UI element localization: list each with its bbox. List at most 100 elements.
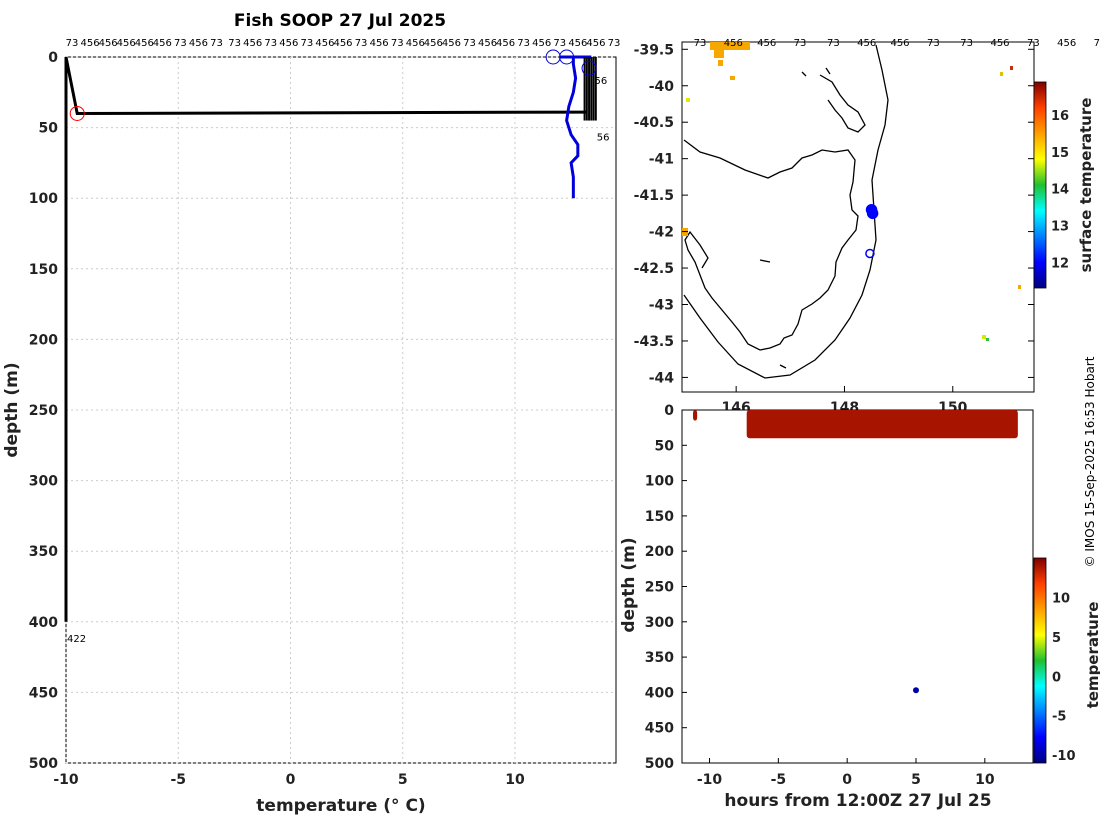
map-top-label: 456 — [757, 38, 776, 49]
profile-x-tick: -5 — [170, 772, 186, 788]
map-colorbar-tick: 12 — [1051, 256, 1069, 271]
profile-top-label: 456 — [496, 38, 515, 49]
section-y-tick: 300 — [645, 615, 674, 631]
map-y-tick: -39.5 — [634, 42, 674, 58]
profile-top-label: 73 — [355, 38, 368, 49]
map-top-label: 456 — [990, 38, 1009, 49]
map-top-label: 73 — [694, 38, 707, 49]
section-frame — [681, 409, 1034, 764]
profile-top-label: 456 — [424, 38, 443, 49]
profile-top-label: 456 — [189, 38, 208, 49]
section-y-tick: 0 — [664, 403, 674, 419]
map-top-label: 456 — [724, 38, 743, 49]
coastline-shelf — [683, 44, 889, 379]
profile-marker — [69, 105, 85, 121]
section-colorbar-tick: 10 — [1052, 591, 1070, 606]
profile-series-line — [64, 56, 587, 115]
map-y-tick: -43.5 — [634, 334, 674, 350]
map-y-tick: -40.5 — [634, 115, 674, 131]
profile-y-tick: 300 — [29, 474, 58, 490]
profile-top-label: 456 — [315, 38, 334, 49]
map-top-label: 73 — [827, 38, 840, 49]
map-top-labels: 73 456 456 73 73 456 456 73 73 456 73 456 73 — [694, 38, 1100, 49]
map-y-ticks: -39.5 -40 -40.5 -41 -41.5 -42 -42.5 -43 -43.5 -44 — [634, 42, 1034, 386]
section-x-ticks: -10 -5 0 5 10 — [697, 758, 995, 788]
profile-top-label: 456 — [153, 38, 172, 49]
profile-top-label: 73 — [264, 38, 277, 49]
profile-top-label: 456 — [81, 38, 100, 49]
map-y-tick: -42.5 — [634, 261, 674, 277]
profile-annotation: 422 — [67, 634, 86, 645]
section-x-tick: -10 — [697, 772, 723, 788]
map-colorbar — [1033, 81, 1047, 289]
map-colorbar-tick: 14 — [1051, 183, 1069, 198]
profile-y-tick: 100 — [29, 191, 58, 207]
profile-top-label: 73 — [300, 38, 313, 49]
profile-marker — [545, 49, 561, 65]
coastline-islands — [759, 67, 831, 369]
profile-x-tick: 10 — [505, 772, 525, 788]
section-data — [693, 410, 1018, 694]
profile-annotations: 422 56 56 — [67, 76, 610, 645]
section-y-ticks: 0 50 100 150 200 250 300 350 400 450 500 — [645, 403, 687, 772]
profile-series-line — [565, 57, 580, 199]
profile-y-tick: 50 — [39, 121, 59, 137]
section-ylabel: depth (m) — [619, 537, 639, 632]
profile-annotation: 56 — [597, 133, 610, 144]
section-y-tick: 200 — [645, 544, 674, 560]
map-y-tick: -41.5 — [634, 188, 674, 204]
map-colorbar-ticks: 12 13 14 15 16 — [1051, 109, 1069, 271]
profile-y-tick: 500 — [29, 756, 58, 772]
profile-top-label: 456 — [568, 38, 587, 49]
map-colorbar-label: surface temperature — [1077, 98, 1095, 273]
profile-y-tick: 450 — [29, 685, 58, 701]
map-top-label: 456 — [1057, 38, 1076, 49]
profile-top-label: 73 — [174, 38, 187, 49]
profile-top-label: 73 — [210, 38, 223, 49]
profile-y-tick: 200 — [29, 332, 58, 348]
chart-title: Fish SOOP 27 Jul 2025 — [234, 11, 446, 31]
profile-y-tick: 250 — [29, 403, 58, 419]
map-colorbar-tick: 16 — [1051, 109, 1069, 124]
profile-y-tick: 150 — [29, 262, 58, 278]
coastline-east — [819, 74, 866, 133]
map-y-tick: -41 — [649, 152, 674, 168]
profile-top-label: 73 — [463, 38, 476, 49]
profile-top-label: 73 — [553, 38, 566, 49]
profile-data — [64, 49, 597, 622]
profile-top-label: 456 — [442, 38, 461, 49]
profile-x-tick: 5 — [398, 772, 408, 788]
map-top-label: 73 — [1094, 38, 1100, 49]
profile-top-label: 73 — [608, 38, 621, 49]
profile-top-label: 456 — [135, 38, 154, 49]
profile-y-tick: 400 — [29, 615, 58, 631]
section-y-tick: 150 — [645, 509, 674, 525]
profile-xlabel: temperature (° C) — [256, 796, 425, 816]
profile-x-ticks: -10 -5 0 5 10 — [53, 772, 525, 788]
map-top-label: 73 — [794, 38, 807, 49]
section-xlabel: hours from 12:00Z 27 Jul 25 — [724, 791, 991, 811]
profile-top-label: 456 — [279, 38, 298, 49]
section-block — [693, 410, 698, 421]
map-track — [865, 203, 879, 259]
profile-top-label: 73 — [228, 38, 241, 49]
section-point — [913, 687, 919, 694]
section-y-tick: 350 — [645, 650, 674, 666]
profile-grid — [65, 56, 616, 764]
map-top-label: 456 — [857, 38, 876, 49]
profile-x-tick: 0 — [286, 772, 296, 788]
profile-top-label: 456 — [243, 38, 262, 49]
map-track-point — [866, 207, 879, 220]
section-colorbar — [1033, 557, 1047, 764]
profile-top-label: 73 — [517, 38, 530, 49]
profile-y-tick: 350 — [29, 544, 58, 560]
map-colorbar-tick: 13 — [1051, 219, 1069, 234]
map-y-tick: -40 — [649, 79, 675, 95]
section-y-tick: 500 — [645, 756, 674, 772]
profile-top-label: 456 — [370, 38, 389, 49]
credit: © IMOS 15-Sep-2025 16:53 Hobart — [1083, 356, 1097, 567]
map-y-tick: -42 — [649, 225, 674, 241]
map-panel: 73 456 456 73 73 456 456 73 73 456 73 456 73 -39.5 -4… — [634, 38, 1100, 416]
